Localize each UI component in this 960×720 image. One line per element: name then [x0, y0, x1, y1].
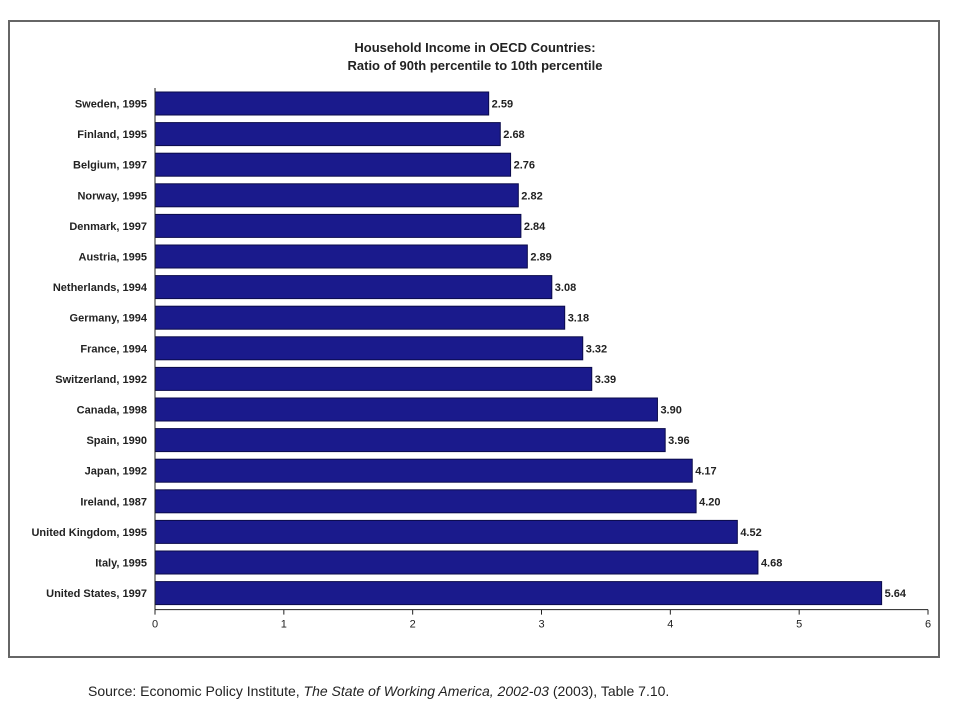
value-label: 3.39 — [595, 374, 616, 386]
value-label: 2.82 — [521, 190, 542, 202]
bar — [154, 458, 693, 483]
bar — [154, 244, 528, 269]
chart-subtitle: Ratio of 90th percentile to 10th percent… — [348, 58, 603, 73]
bar — [154, 152, 512, 177]
bar — [154, 91, 490, 116]
value-label: 5.64 — [885, 588, 907, 600]
value-label: 4.68 — [761, 558, 782, 570]
value-label: 4.20 — [699, 496, 720, 508]
value-label: 2.68 — [503, 129, 524, 141]
bar — [154, 550, 759, 575]
bar — [154, 581, 883, 606]
category-label: Austria, 1995 — [79, 252, 147, 264]
bar — [154, 213, 522, 238]
bar — [154, 336, 584, 361]
bar — [154, 183, 519, 208]
category-label: Japan, 1992 — [85, 466, 147, 478]
x-tick-label: 5 — [796, 619, 802, 631]
category-label: France, 1994 — [80, 343, 148, 355]
x-tick-label: 3 — [538, 619, 544, 631]
value-label: 3.90 — [660, 405, 681, 417]
bar — [154, 397, 658, 422]
category-label: Belgium, 1997 — [73, 160, 147, 172]
bar — [154, 305, 566, 330]
category-label: United States, 1997 — [46, 588, 147, 600]
source-prefix: Source: Economic Policy Institute, — [88, 683, 304, 699]
value-label: 2.76 — [514, 160, 535, 172]
bar — [154, 275, 553, 300]
value-label: 2.59 — [492, 99, 513, 111]
bar — [154, 366, 593, 391]
value-label: 4.17 — [695, 466, 716, 478]
category-label: Canada, 1998 — [77, 405, 147, 417]
category-label: Norway, 1995 — [77, 190, 147, 202]
category-label: United Kingdom, 1995 — [31, 527, 147, 539]
category-label: Germany, 1994 — [70, 313, 148, 325]
bar — [154, 489, 697, 514]
category-label: Switzerland, 1992 — [55, 374, 147, 386]
bar — [154, 428, 666, 453]
value-label: 3.08 — [555, 282, 576, 294]
source-suffix: (2003), Table 7.10. — [548, 683, 670, 699]
category-label: Denmark, 1997 — [69, 221, 147, 233]
x-tick-label: 0 — [152, 619, 158, 631]
bar — [154, 122, 501, 147]
value-label: 2.84 — [524, 221, 546, 233]
category-label: Italy, 1995 — [95, 558, 147, 570]
value-label: 4.52 — [740, 527, 761, 539]
x-tick-label: 2 — [410, 619, 416, 631]
x-tick-label: 4 — [667, 619, 673, 631]
source-note: Source: Economic Policy Institute, The S… — [88, 683, 669, 699]
source-title: The State of Working America, 2002-03 — [303, 683, 549, 699]
category-label: Ireland, 1987 — [80, 496, 147, 508]
chart-title: Household Income in OECD Countries: — [354, 40, 595, 55]
category-label: Spain, 1990 — [86, 435, 147, 447]
x-tick-label: 1 — [281, 619, 287, 631]
value-label: 2.89 — [530, 252, 551, 264]
bars-group: Sweden, 1995 2.59 Finland, 1995 2.68 Belgium… — [31, 91, 907, 606]
category-label: Sweden, 1995 — [75, 99, 147, 111]
value-label: 3.96 — [668, 435, 689, 447]
x-axis: 0 1 2 3 4 5 6 — [152, 88, 931, 631]
value-label: 3.18 — [568, 313, 589, 325]
category-label: Netherlands, 1994 — [53, 282, 148, 294]
x-tick-label: 6 — [925, 619, 931, 631]
value-label: 3.32 — [586, 343, 607, 355]
bar — [154, 519, 738, 544]
category-label: Finland, 1995 — [77, 129, 147, 141]
